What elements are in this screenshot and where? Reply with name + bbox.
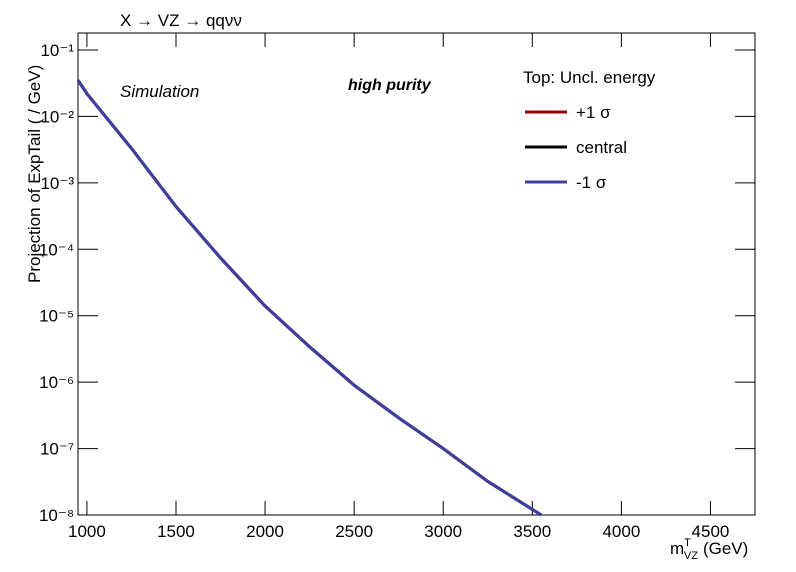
legend-label: +1 σ (576, 103, 611, 122)
line-series (76, 79, 543, 517)
legend-label: central (576, 138, 627, 157)
x-tick-label: 3500 (513, 522, 551, 541)
x-tick-label: 1000 (68, 522, 106, 541)
x-tick-label: 4500 (692, 522, 730, 541)
x-tick-label: 2500 (335, 522, 373, 541)
y-tick-label: 10⁻² (40, 107, 74, 126)
y-tick-label: 10⁻³ (40, 174, 74, 193)
y-tick-label: 10⁻⁴ (39, 240, 74, 259)
annotation: high purity (348, 77, 432, 94)
x-label-base: m (670, 539, 684, 558)
y-tick-label: 10⁻⁸ (39, 506, 74, 525)
y-tick-label: 10⁻⁷ (40, 440, 74, 459)
frame (77, 32, 756, 516)
x-label-unit: (GeV) (703, 539, 748, 558)
x-tick-label: 4000 (602, 522, 640, 541)
x-label-sup: T (684, 537, 691, 549)
x-axis-label: mT VZ (GeV) (670, 537, 748, 562)
y-tick-label: 10⁻¹ (40, 41, 74, 60)
x-label-sub: VZ (684, 550, 698, 562)
y-axis-label: Projection of ExpTail ( / GeV) (25, 65, 44, 283)
legend-label: -1 σ (576, 173, 607, 192)
chart-title: X → VZ → qqνν (120, 11, 242, 30)
x-tick-label: 2000 (246, 522, 284, 541)
x-tick-label: 3000 (424, 522, 462, 541)
annotation: Simulation (120, 82, 199, 101)
y-tick-label: 10⁻⁶ (39, 373, 74, 392)
legend-title: Top: Uncl. energy (523, 68, 656, 87)
x-tick-label: 1500 (157, 522, 195, 541)
y-tick-label: 10⁻⁵ (39, 307, 74, 326)
